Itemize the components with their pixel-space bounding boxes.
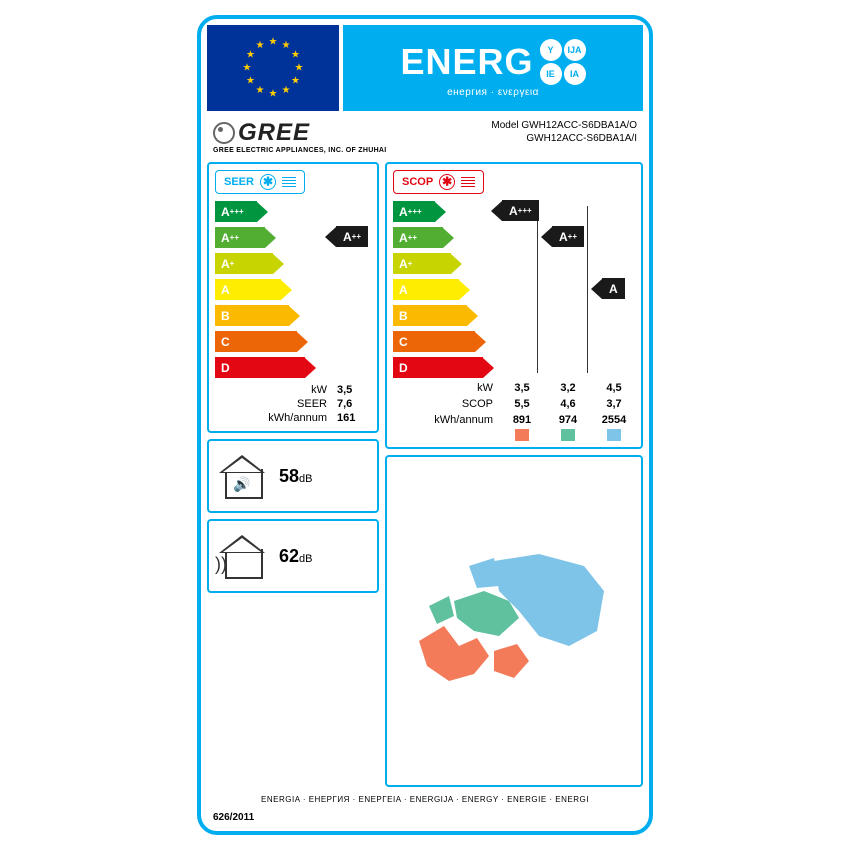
energy-label: ★★★★★★★★★★★★ ENERG Y IJA IE IA енергия ·… <box>197 15 653 835</box>
fan-icon <box>439 174 455 190</box>
spec-value: 3,7 <box>593 398 635 410</box>
rating-row: A++ <box>393 226 635 249</box>
sound-indoor-icon: 🔊 <box>233 476 250 493</box>
header-row: ★★★★★★★★★★★★ ENERG Y IJA IE IA енергия ·… <box>207 25 643 111</box>
spec-value: 4,5 <box>593 382 635 394</box>
spec-label: SCOP <box>393 398 497 410</box>
brand-name: GREE <box>213 119 387 147</box>
model-block: Model GWH12ACC-S6DBA1A/O GWH12ACC-S6DBA1… <box>491 119 637 145</box>
spec-row: SEER7,6 <box>215 397 371 411</box>
cool-waves-icon <box>282 177 296 188</box>
rating-row: C <box>393 330 635 353</box>
rating-badge: A+++ <box>491 200 539 221</box>
spec-value: 2554 <box>593 414 635 426</box>
zone-swatches <box>393 429 635 441</box>
swatch-average <box>561 429 575 441</box>
brand-row: GREE GREE ELECTRIC APPLIANCES, INC. OF Z… <box>207 117 643 156</box>
map-panel <box>385 455 643 787</box>
spec-value: 4,6 <box>547 398 589 410</box>
spec-value: 3,5 <box>501 382 543 394</box>
main-area: SEER A+++A++A+ABCDA++ kW3,5SEER7,6kWh/an… <box>207 162 643 787</box>
scop-scale: A+++A++A+ABCDA+++A++A <box>393 200 635 379</box>
suffix-circle: IE <box>540 63 562 85</box>
suffix-circle: IJA <box>564 39 586 61</box>
energ-banner: ENERG Y IJA IE IA енергия · ενεργεια <box>343 25 643 111</box>
suffix-circle: Y <box>540 39 562 61</box>
rating-row: A+ <box>393 252 635 275</box>
sound-outdoor-icon: )) <box>215 554 227 575</box>
spec-value: 5,5 <box>501 398 543 410</box>
noise-outdoor-value: 62dB <box>279 546 313 567</box>
rating-badge: A++ <box>541 226 584 247</box>
eu-flag: ★★★★★★★★★★★★ <box>207 25 339 111</box>
heat-waves-icon <box>461 177 475 188</box>
spec-value: 891 <box>501 414 543 426</box>
seer-panel: SEER A+++A++A+ABCDA++ kW3,5SEER7,6kWh/an… <box>207 162 379 433</box>
europe-map-icon <box>399 546 629 696</box>
rating-row: A+ <box>215 252 371 275</box>
energ-subtitle: енергия · ενεργεια <box>447 87 539 98</box>
spec-label: kWh/annum <box>393 414 497 426</box>
spec-row: kWh/annum161 <box>215 411 371 425</box>
noise-indoor-value: 58dB <box>279 466 313 487</box>
swatch-cold <box>607 429 621 441</box>
house-indoor-icon: 🔊 <box>219 453 265 499</box>
rating-row: B <box>393 304 635 327</box>
scop-panel: SCOP A+++A++A+ABCDA+++A++A kW3,53,24,5SC… <box>385 162 643 449</box>
rating-badge: A++ <box>325 226 368 247</box>
swatch-warm <box>515 429 529 441</box>
brand-subtitle: GREE ELECTRIC APPLIANCES, INC. OF ZHUHAI <box>213 147 387 154</box>
scop-header: SCOP <box>393 170 484 194</box>
rating-row: D <box>215 356 371 379</box>
rating-row: B <box>215 304 371 327</box>
rating-row: A <box>215 278 371 301</box>
regulation: 626/2011 <box>207 812 643 825</box>
seer-header: SEER <box>215 170 305 194</box>
scop-specs: kW 3,5 3,2 4,5 SCOP 5,5 4,6 3,7 kWh/annum 891 974 2… <box>393 382 635 426</box>
rating-badge: A <box>591 278 625 299</box>
noise-outdoor-panel: )) 62dB <box>207 519 379 593</box>
footer-text: ENERGIA · ЕНЕРГИЯ · ΕΝΕΡΓΕΙΑ · ENERGIJA … <box>207 793 643 806</box>
fan-icon <box>260 174 276 190</box>
house-outdoor-icon: )) <box>219 533 265 579</box>
noise-indoor-panel: 🔊 58dB <box>207 439 379 513</box>
spec-row: kW3,5 <box>215 383 371 397</box>
seer-specs: kW3,5SEER7,6kWh/annum161 <box>215 383 371 425</box>
rating-row: C <box>215 330 371 353</box>
suffix-circle: IA <box>564 63 586 85</box>
energ-title: ENERG <box>400 44 533 80</box>
spec-value: 974 <box>547 414 589 426</box>
seer-scale: A+++A++A+ABCDA++ <box>215 200 371 379</box>
spec-label: kW <box>393 382 497 394</box>
rating-row: A+++ <box>215 200 371 223</box>
rating-row: D <box>393 356 635 379</box>
brand-logo-icon <box>213 122 235 144</box>
spec-value: 3,2 <box>547 382 589 394</box>
